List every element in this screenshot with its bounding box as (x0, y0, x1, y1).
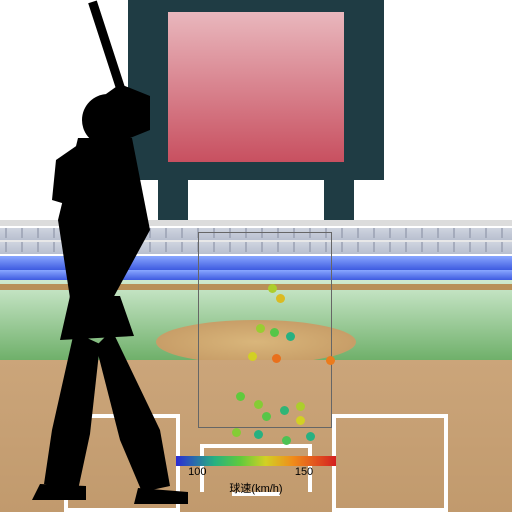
pitch-dot (286, 332, 295, 341)
pitch-dot (272, 354, 281, 363)
chalk-line (444, 414, 448, 512)
pitch-chart: 100150 球速(km/h) (0, 0, 512, 512)
pitch-dot (248, 352, 257, 361)
pitch-dot (326, 356, 335, 365)
pitch-dot (254, 430, 263, 439)
pitch-dot (276, 294, 285, 303)
pitch-dot (306, 432, 315, 441)
pitch-dot (232, 428, 241, 437)
pitch-dot (256, 324, 265, 333)
pitch-dot (270, 328, 279, 337)
pitch-dot (280, 406, 289, 415)
batter-silhouette (0, 0, 220, 510)
pitch-dot (254, 400, 263, 409)
pitch-dot (236, 392, 245, 401)
pitch-dot (268, 284, 277, 293)
pitch-dot (282, 436, 291, 445)
scoreboard-leg-right (324, 180, 354, 220)
pitch-dot (262, 412, 271, 421)
chalk-line (332, 414, 448, 418)
chalk-line (332, 508, 448, 512)
pitch-dot (296, 402, 305, 411)
legend-tick: 150 (295, 466, 313, 478)
pitch-dot (296, 416, 305, 425)
